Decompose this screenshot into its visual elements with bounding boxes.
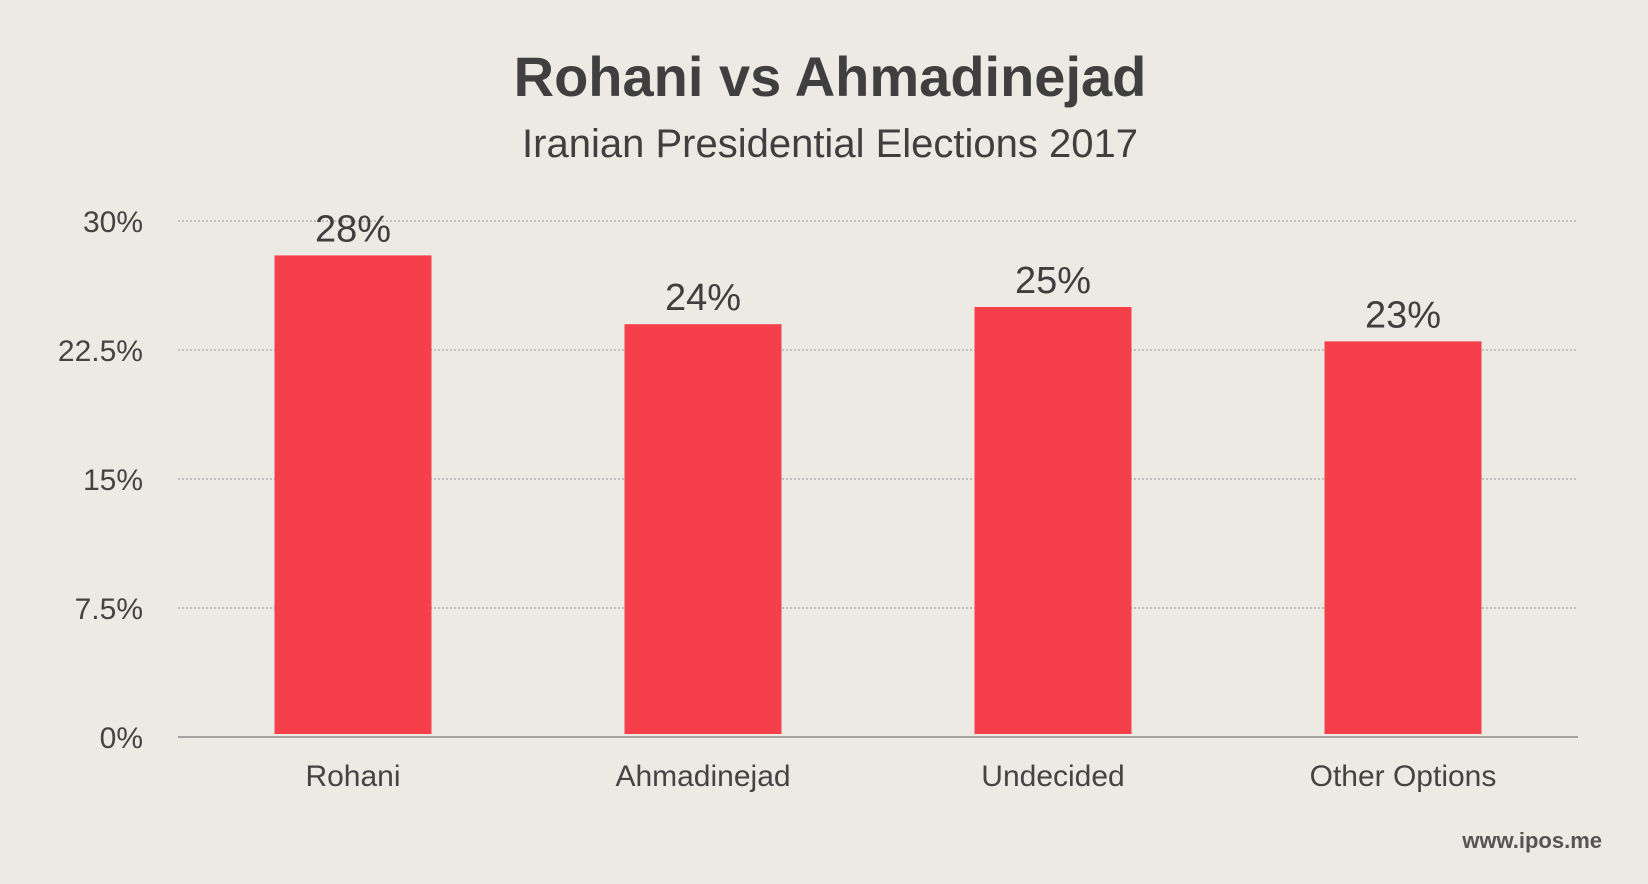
y-tick-label: 0% xyxy=(100,722,143,755)
watermark: www.ipos.me xyxy=(1462,828,1602,853)
data-label: 25% xyxy=(1015,260,1091,302)
y-tick-label: 15% xyxy=(83,464,143,497)
category-label: Ahmadinejad xyxy=(615,760,790,793)
data-labels: 28% 24% 25% 23% xyxy=(315,208,1441,336)
bar xyxy=(624,324,782,734)
category-label: Rohani xyxy=(305,760,400,793)
bar xyxy=(1324,341,1482,734)
category-label: Other Options xyxy=(1310,760,1497,793)
chart-title: Rohani vs Ahmadinejad xyxy=(513,45,1147,108)
data-label: 28% xyxy=(315,208,391,250)
bar xyxy=(274,255,432,734)
data-label: 23% xyxy=(1365,294,1441,336)
y-tick-label: 30% xyxy=(83,206,143,239)
chart-subtitle: Iranian Presidential Elections 2017 xyxy=(522,122,1138,166)
y-tick-label: 7.5% xyxy=(75,593,143,626)
y-tick-label: 22.5% xyxy=(58,335,143,368)
bar xyxy=(974,307,1132,734)
category-label: Undecided xyxy=(981,760,1124,793)
x-axis-category-labels: Rohani Ahmadinejad Undecided Other Options xyxy=(305,760,1496,793)
y-axis-tick-labels: 0% 7.5% 15% 22.5% 30% xyxy=(58,206,143,755)
data-label: 24% xyxy=(665,277,741,319)
bars xyxy=(274,255,1482,734)
